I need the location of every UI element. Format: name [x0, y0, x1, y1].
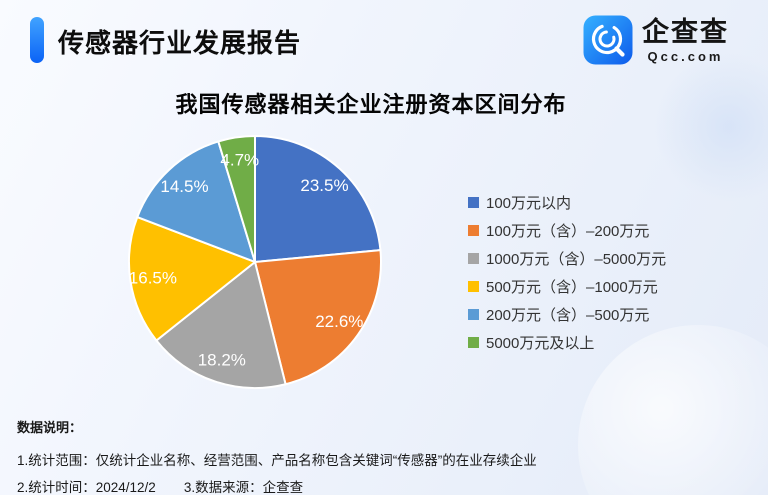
legend-item-2: 1000万元（含）–5000万元: [468, 251, 666, 268]
legend-item-0: 100万元以内: [468, 195, 666, 212]
pie-slice-5: [217, 135, 256, 263]
pie-slice-label-2: 18.2%: [198, 350, 246, 369]
pie-slice-4: [136, 140, 256, 263]
legend-item-4: 200万元（含）–500万元: [468, 307, 666, 324]
legend-label: 100万元（含）–200万元: [486, 223, 650, 240]
notes-meta-line: 2.统计时间：2024/12/2 3.数据来源：企查查: [17, 476, 537, 495]
data-notes: 数据说明： 1.统计范围：仅统计企业名称、经营范围、产品名称包含关键词“传感器”…: [17, 417, 537, 495]
legend-swatch-icon: [468, 337, 479, 348]
notes-heading: 数据说明：: [17, 420, 83, 435]
report-title: 传感器行业发展报告: [58, 28, 302, 58]
pie-slice-label-0: 23.5%: [300, 176, 348, 195]
pie-slice-label-4: 14.5%: [160, 177, 208, 196]
legend-swatch-icon: [468, 253, 479, 264]
legend-item-3: 500万元（含）–1000万元: [468, 279, 666, 296]
legend-label: 1000万元（含）–5000万元: [486, 251, 667, 268]
notes-stat-date: 2.统计时间：2024/12/2: [17, 480, 156, 495]
notes-data-source: 3.数据来源：企查查: [183, 480, 304, 495]
pie-slice-label-3: 16.5%: [129, 268, 177, 287]
legend-swatch-icon: [468, 281, 479, 292]
pie-slice-label-1: 22.6%: [315, 312, 363, 331]
background-circle-decoration: [654, 52, 768, 202]
qcc-logo-text: 企查查 Qcc.com: [642, 17, 729, 64]
title-accent-bar: [30, 17, 44, 63]
legend-swatch-icon: [468, 197, 479, 208]
pie-chart: 23.5% 22.6% 18.2% 16.5% 14.5% 4.7%: [127, 135, 382, 389]
legend-label: 200万元（含）–500万元: [486, 307, 650, 324]
legend-swatch-icon: [468, 225, 479, 236]
pie-slice-1: [254, 249, 382, 386]
legend-label: 100万元以内: [486, 195, 572, 212]
background-circle-decoration: [578, 325, 768, 495]
pie-slice-3: [127, 216, 256, 342]
chart-title: 我国传感器相关企业注册资本区间分布: [175, 92, 567, 117]
legend-label: 5000万元及以上: [486, 335, 595, 352]
legend-item-1: 100万元（含）–200万元: [468, 223, 666, 240]
legend-label: 500万元（含）–1000万元: [486, 279, 658, 296]
notes-scope-line: 1.统计范围：仅统计企业名称、经营范围、产品名称包含关键词“传感器”的在业存续企…: [17, 453, 537, 468]
qcc-logo: 企查查 Qcc.com: [583, 15, 729, 65]
qcc-logo-name: 企查查: [642, 16, 729, 47]
qcc-magnifier-icon: [583, 15, 633, 65]
pie-slice-2: [155, 261, 287, 389]
legend-item-5: 5000万元及以上: [468, 335, 666, 352]
pie-slice-0: [254, 135, 382, 263]
legend: 100万元以内 100万元（含）–200万元 1000万元（含）–5000万元 500…: [468, 195, 666, 352]
legend-swatch-icon: [468, 309, 479, 320]
qcc-logo-domain: Qcc.com: [647, 48, 724, 64]
pie-slice-label-5: 4.7%: [220, 150, 259, 169]
